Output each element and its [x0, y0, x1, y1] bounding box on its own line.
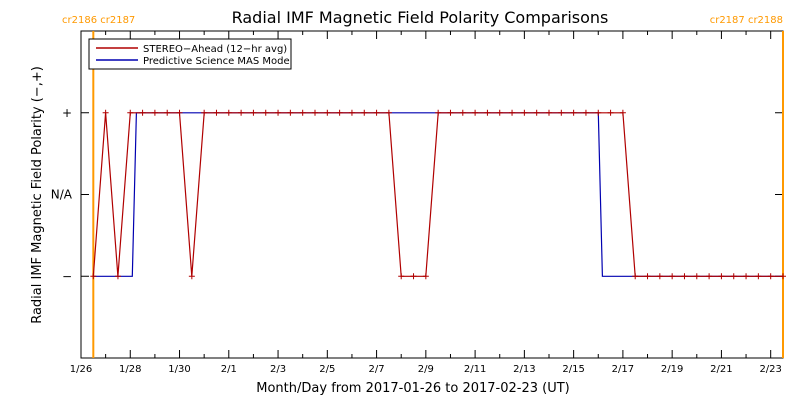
x-tick-label: 2/13	[513, 364, 535, 375]
data-point-stereo	[509, 109, 516, 116]
data-point-stereo	[361, 109, 368, 116]
data-point-stereo	[90, 273, 97, 280]
data-point-stereo	[324, 109, 331, 116]
data-point-stereo	[558, 109, 565, 116]
data-point-stereo	[607, 109, 614, 116]
data-point-stereo	[619, 109, 626, 116]
data-point-stereo	[151, 109, 158, 116]
data-point-stereo	[780, 273, 786, 280]
x-tick-label: 1/28	[119, 364, 141, 375]
x-tick-label: 2/7	[369, 364, 385, 375]
series-line-mas	[93, 112, 783, 277]
data-point-stereo	[275, 109, 282, 116]
y-tick-label: N/A	[51, 188, 73, 202]
x-tick-label: 2/1	[221, 364, 237, 375]
data-point-stereo	[225, 109, 232, 116]
data-point-stereo	[533, 109, 540, 116]
data-point-stereo	[644, 273, 651, 280]
data-point-stereo	[201, 109, 208, 116]
data-point-stereo	[385, 109, 392, 116]
legend: STEREO−Ahead (12−hr avg) Predictive Scie…	[88, 38, 292, 70]
data-point-stereo	[656, 273, 663, 280]
x-tick-label: 2/15	[562, 364, 584, 375]
y-axis-title: Radial IMF Magnetic Field Polarity (−,+)	[30, 66, 45, 324]
x-tick-label: 2/21	[710, 364, 732, 375]
carrington-label-right: cr2187 cr2188	[710, 15, 783, 26]
x-tick-label: 2/9	[418, 364, 434, 375]
carrington-label-left: cr2186 cr2187	[62, 15, 135, 26]
x-tick-label: 2/19	[661, 364, 683, 375]
series-line-stereo	[92, 112, 783, 277]
data-point-stereo	[287, 109, 294, 116]
data-point-stereo	[681, 273, 688, 280]
data-point-stereo	[164, 109, 171, 116]
x-axis-title: Month/Day from 2017-01-26 to 2017-02-23 …	[256, 381, 569, 396]
chart-title: Radial IMF Magnetic Field Polarity Compa…	[232, 8, 609, 27]
data-point-stereo	[262, 109, 269, 116]
data-point-stereo	[102, 109, 109, 116]
data-point-stereo	[410, 273, 417, 280]
data-point-stereo	[176, 109, 183, 116]
data-point-stereo	[484, 109, 491, 116]
data-point-stereo	[238, 109, 245, 116]
x-tick-label: 2/17	[612, 364, 634, 375]
data-point-stereo	[570, 109, 577, 116]
data-point-stereo	[422, 273, 429, 280]
data-point-stereo	[632, 273, 639, 280]
legend-label-stereo: STEREO−Ahead (12−hr avg)	[143, 44, 287, 55]
x-tick-label: 2/23	[759, 364, 781, 375]
y-tick-label: +	[62, 106, 72, 120]
data-point-stereo	[718, 273, 725, 280]
x-tick-label: 2/5	[319, 364, 335, 375]
data-point-stereo	[114, 273, 121, 280]
data-point-stereo	[595, 109, 602, 116]
x-axis: 1/26 1/28 1/30 2/1 2/3 2/5 2/7 2/9 2/11 2/13 2/15 2…	[70, 31, 782, 375]
legend-box	[88, 38, 292, 70]
data-point-stereo	[188, 273, 195, 280]
data-point-stereo	[435, 109, 442, 116]
carrington-labels: cr2186 cr2187 cr2187 cr2188	[62, 15, 783, 26]
data-point-stereo	[730, 273, 737, 280]
data-point-stereo	[496, 109, 503, 116]
carrington-lines	[92, 31, 784, 358]
x-tick-label: 1/26	[70, 364, 92, 375]
data-point-stereo	[546, 109, 552, 116]
y-axis: + N/A −	[51, 106, 783, 283]
data-point-stereo	[139, 109, 146, 116]
data-point-stereo	[459, 109, 466, 116]
data-point-stereo	[693, 273, 700, 280]
data-point-stereo	[521, 109, 528, 116]
data-point-stereo	[348, 109, 355, 116]
data-point-stereo	[299, 109, 306, 116]
data-point-stereo	[582, 109, 589, 116]
x-tick-label: 2/3	[270, 364, 286, 375]
data-point-stereo	[398, 273, 405, 280]
data-point-stereo	[336, 109, 343, 116]
data-point-stereo	[755, 273, 762, 280]
data-point-stereo	[373, 109, 380, 116]
data-point-stereo	[767, 273, 774, 280]
data-point-stereo	[250, 109, 257, 116]
data-point-stereo	[447, 109, 454, 116]
data-point-stereo	[127, 109, 134, 116]
data-point-stereo	[213, 109, 220, 116]
data-point-stereo	[312, 109, 318, 116]
legend-label-mas: Predictive Science MAS Model	[143, 56, 292, 67]
series-layer	[90, 109, 786, 280]
y-tick-label: −	[62, 269, 72, 283]
data-point-stereo	[669, 273, 676, 280]
data-point-stereo	[472, 109, 479, 116]
x-tick-label: 2/11	[464, 364, 486, 375]
data-point-stereo	[743, 273, 750, 280]
data-point-stereo	[706, 273, 713, 280]
x-tick-label: 1/30	[168, 364, 190, 375]
